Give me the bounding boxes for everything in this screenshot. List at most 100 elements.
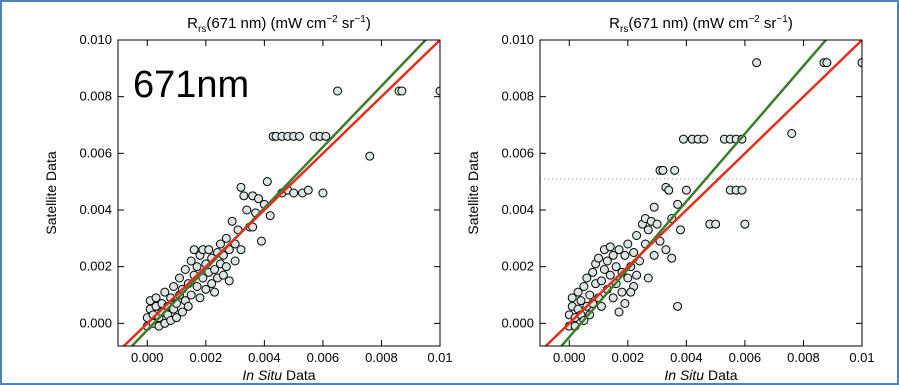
plot-frame	[117, 39, 441, 347]
data-point	[596, 301, 606, 311]
x-tick-label: 0.008	[365, 350, 398, 365]
y-tick-label: 0.010	[79, 32, 112, 47]
data-point	[617, 287, 627, 297]
y-tick-label: 0.010	[501, 32, 534, 47]
data-point	[605, 242, 615, 252]
data-point	[629, 248, 639, 257]
data-point	[195, 293, 205, 303]
data-point	[658, 165, 668, 175]
data-point	[632, 231, 642, 240]
x-label-italic: In Situ	[664, 367, 704, 383]
chart-panel-1: Rrs(671 nm) (mW cm−2 sr−1) 0.000 0.002 0.00…	[43, 14, 453, 383]
title-exp1: −2	[326, 14, 338, 25]
data-point	[256, 236, 266, 246]
data-point	[585, 290, 595, 300]
data-point	[711, 219, 721, 229]
y-tick-label: 0.002	[79, 259, 112, 274]
data-point	[207, 279, 217, 289]
fit-line	[544, 40, 862, 346]
data-point	[576, 296, 586, 306]
data-point	[172, 313, 182, 323]
data-point	[822, 58, 832, 68]
data-point	[673, 199, 683, 209]
data-point	[192, 282, 202, 291]
data-point	[667, 253, 677, 263]
data-point	[435, 86, 440, 96]
data-point	[652, 219, 662, 229]
data-point	[160, 287, 170, 297]
x-axis-label: In Situ Data	[242, 367, 315, 383]
data-point	[596, 276, 606, 286]
data-point	[608, 293, 618, 303]
data-point	[333, 86, 343, 96]
data-point	[239, 191, 249, 201]
data-point	[265, 211, 275, 221]
data-point	[215, 239, 225, 249]
data-point	[676, 225, 686, 235]
data-point	[614, 245, 624, 255]
y-tick-label: 0.006	[79, 145, 112, 160]
data-point	[192, 262, 202, 272]
data-point	[588, 267, 598, 277]
x-axis-label: In Situ Data	[664, 367, 737, 383]
data-point	[605, 270, 615, 280]
data-point	[318, 188, 328, 198]
data-point	[740, 219, 750, 229]
data-point	[254, 194, 264, 204]
x-label-rest: Data	[704, 367, 738, 383]
y-tick-label: 0.002	[501, 259, 534, 274]
data-point	[186, 290, 196, 300]
fit-line	[559, 40, 828, 346]
title-mid: sr	[760, 15, 777, 32]
title-exp2: −1	[776, 14, 788, 25]
title-sub: rs	[198, 24, 206, 35]
data-point	[262, 177, 272, 187]
data-point	[678, 134, 688, 144]
title-main: R	[609, 15, 620, 32]
data-point	[787, 129, 797, 138]
x-label-rest: Data	[282, 367, 316, 383]
data-point	[230, 256, 240, 266]
x-tick-label: 0.002	[612, 350, 645, 365]
data-point	[174, 273, 184, 283]
lines-group	[544, 40, 862, 346]
data-point	[649, 250, 659, 260]
data-point	[242, 205, 252, 215]
data-point	[681, 185, 691, 195]
data-point	[599, 265, 609, 274]
fit-line	[130, 40, 428, 346]
data-point	[236, 245, 246, 255]
x-tick-label: 0.006	[729, 350, 762, 365]
data-point	[602, 256, 612, 266]
title-sub: rs	[620, 24, 628, 35]
data-point	[201, 284, 211, 294]
x-tick-label: 0.004	[670, 350, 703, 365]
data-point	[664, 185, 674, 195]
y-tick-label: 0.000	[79, 315, 112, 330]
data-point	[210, 265, 220, 274]
y-tick-label: 0.000	[501, 315, 534, 330]
data-point	[218, 270, 228, 280]
data-point	[204, 245, 214, 255]
x-tick-label: 0.008	[787, 350, 820, 365]
data-point	[365, 151, 375, 161]
data-point	[321, 131, 331, 141]
data-point	[643, 225, 653, 235]
title-end: )	[788, 15, 793, 32]
data-point	[649, 202, 659, 212]
data-point	[224, 276, 234, 286]
data-point	[221, 262, 231, 272]
data-point	[620, 299, 630, 308]
x-tick-label: 0.006	[307, 350, 340, 365]
data-point	[673, 301, 683, 311]
data-point	[620, 250, 630, 260]
x-tick-label: 0.01	[849, 350, 874, 365]
title-main: R	[187, 15, 198, 32]
y-tick-label: 0.004	[79, 202, 112, 217]
data-point	[177, 307, 187, 317]
data-point	[661, 245, 671, 255]
data-point	[632, 270, 642, 280]
data-point	[670, 165, 680, 175]
title-wave: (671 nm) (mW cm	[628, 15, 748, 32]
